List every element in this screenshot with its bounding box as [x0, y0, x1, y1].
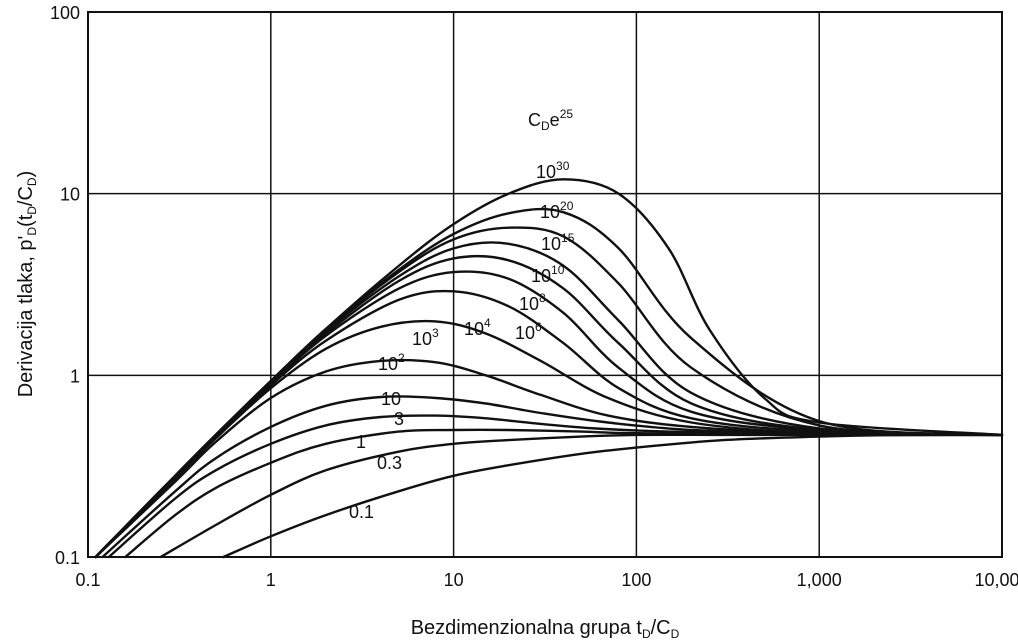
curve-10²⁰: [94, 207, 1004, 559]
curve-label-10: 10: [381, 389, 401, 409]
grid: [88, 12, 1002, 557]
curve-label-1e30: 1030: [536, 159, 570, 182]
curve-3: [107, 414, 1004, 559]
curve-label-3: 3: [394, 409, 404, 429]
curve-10¹⁰: [94, 241, 1004, 559]
curves: [94, 178, 1004, 559]
y-tick-label: 0.1: [55, 548, 80, 568]
curve-label-1e10: 1010: [531, 263, 565, 286]
y-tick-label: 1: [70, 366, 80, 386]
legend-title: CDe25: [528, 107, 573, 133]
curve-10³⁰: [94, 178, 1004, 559]
curve-label-0.1: 0.1: [349, 502, 374, 522]
plot-frame: [87, 11, 1003, 558]
curve-label-1e20: 1020: [540, 199, 574, 222]
curve-label-1e8: 108: [519, 291, 546, 314]
curve-label-1e15: 1015: [541, 231, 575, 254]
curve-1: [124, 428, 1004, 559]
y-axis-label: Derivacija tlaka, p'D(tD/CD): [15, 171, 39, 398]
curve-label-0.3: 0.3: [377, 453, 402, 473]
x-tick-label: 1,000: [797, 570, 842, 590]
curve-label-1: 1: [356, 432, 366, 452]
y-tick-label: 100: [50, 3, 80, 23]
x-axis-label: Bezdimenzionalna grupa tD/CD: [411, 617, 680, 641]
x-tick-label: 1: [266, 570, 276, 590]
curve-label-1e4: 104: [464, 316, 491, 339]
x-tick-label: 100: [621, 570, 651, 590]
x-tick-label: 10: [444, 570, 464, 590]
x-tick-label: 0.1: [75, 570, 100, 590]
curve-label-1e3: 103: [412, 326, 439, 349]
y-tick-label: 10: [60, 185, 80, 205]
tick-labels: 0.1 1 10 100 1,000 10,000 0.1 1 10 100: [50, 3, 1018, 590]
curve-10⁴: [94, 289, 1004, 559]
curve-label-1e6: 106: [515, 320, 542, 343]
curve-label-1e2: 102: [378, 351, 405, 374]
curve-0.1: [222, 433, 1004, 559]
x-tick-label: 10,000: [974, 570, 1018, 590]
curve-10³: [94, 319, 1004, 559]
curve-10²: [94, 358, 1004, 559]
